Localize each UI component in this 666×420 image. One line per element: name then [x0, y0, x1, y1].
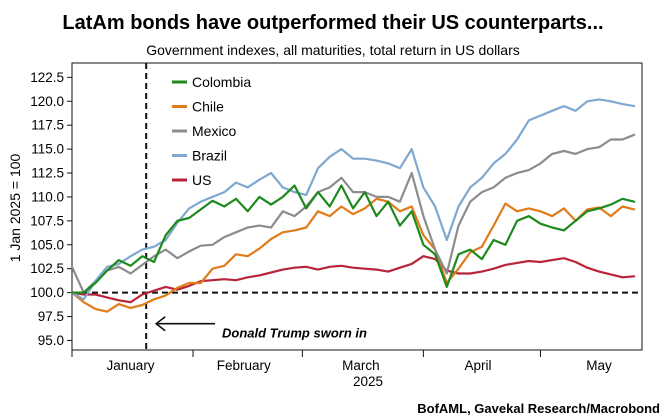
y-tick-label: 117.5 — [31, 118, 64, 133]
y-tick-label: 112.5 — [31, 166, 64, 181]
x-axis-ticks: January February March April May — [71, 350, 612, 373]
y-tick-label: 122.5 — [30, 70, 64, 85]
y-axis-label: 1 Jan 2025 = 100 — [7, 153, 23, 262]
y-tick-label: 102.5 — [30, 261, 64, 276]
legend-label-colombia: Colombia — [192, 74, 251, 90]
x-axis-year-label: 2025 — [353, 374, 383, 389]
x-tick-label: March — [342, 358, 380, 373]
y-tick-label: 105.0 — [30, 237, 64, 252]
event-arrow-head — [154, 316, 166, 332]
legend-label-brazil: Brazil — [192, 148, 227, 164]
series-line-mexico — [70, 133, 636, 294]
y-tick-label: 120.0 — [30, 94, 64, 109]
series-line-us — [70, 255, 636, 304]
series-line-brazil — [70, 98, 636, 301]
y-axis-ticks: 95.0 97.5 100.0 102.5 105.0 107.5 110.0 112.5 11… — [30, 70, 72, 348]
y-tick-label: 100.0 — [30, 285, 64, 300]
plot-frame — [71, 62, 643, 351]
series-line-colombia — [70, 184, 636, 294]
x-tick-label: February — [217, 358, 271, 373]
source-note: BofAML, Gavekal Research/Macrobond — [417, 401, 660, 416]
y-tick-label: 95.0 — [38, 333, 64, 348]
chart-subtitle: Government indexes, all maturities, tota… — [146, 42, 520, 58]
legend: Colombia Chile Mexico Brazil US — [172, 74, 251, 188]
y-tick-label: 107.5 — [30, 213, 64, 228]
legend-label-chile: Chile — [192, 99, 224, 115]
series-layer — [70, 63, 642, 350]
y-tick-label: 97.5 — [38, 309, 64, 324]
series-line-chile — [70, 197, 636, 313]
y-tick-label: 110.0 — [31, 189, 64, 204]
legend-label-us: US — [192, 172, 211, 188]
event-annotation: Donald Trump sworn in — [154, 316, 367, 341]
event-label: Donald Trump sworn in — [222, 326, 367, 341]
x-tick-label: May — [586, 358, 612, 373]
chart-title: LatAm bonds have outperformed their US c… — [62, 12, 603, 34]
legend-label-mexico: Mexico — [192, 123, 237, 139]
x-tick-label: April — [465, 358, 492, 373]
x-tick-label: January — [107, 358, 155, 373]
plot-border — [71, 62, 643, 351]
y-tick-label: 115.0 — [31, 142, 64, 157]
